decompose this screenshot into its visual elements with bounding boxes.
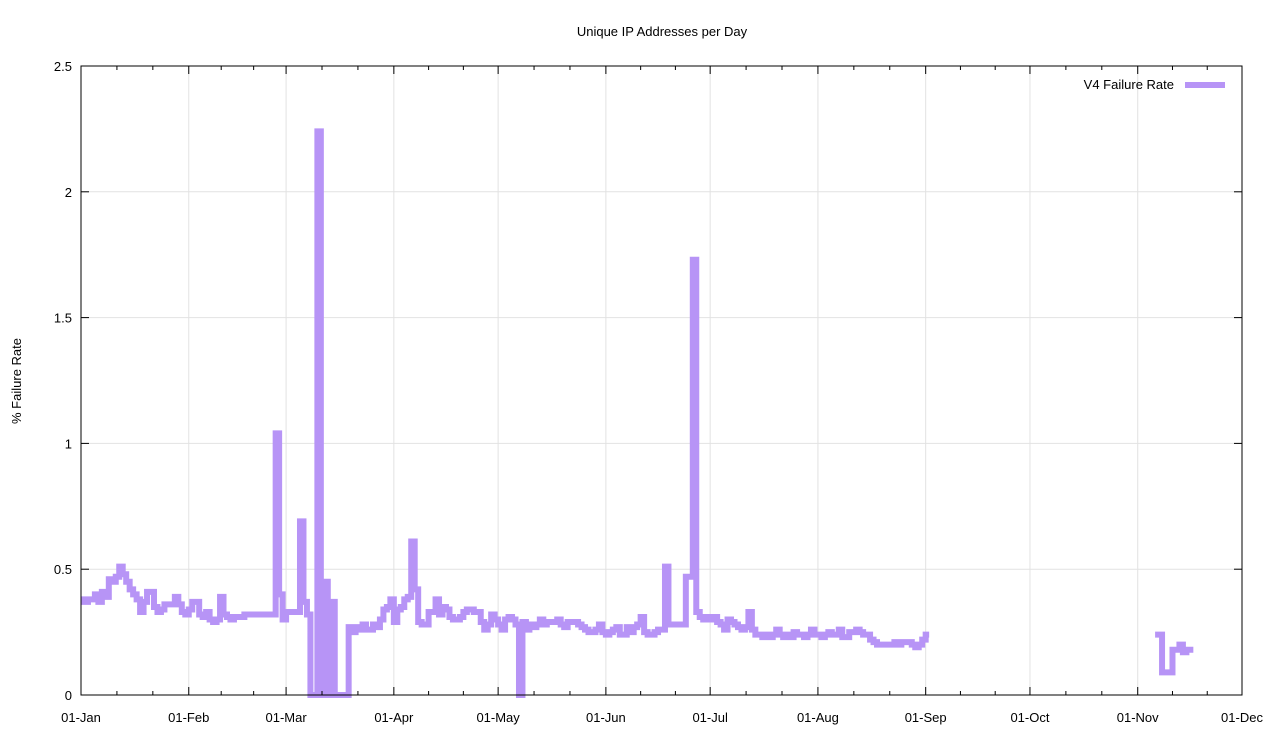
x-tick-label: 01-Jul — [692, 710, 728, 725]
x-tick-label: 01-Feb — [168, 710, 209, 725]
x-tick-label: 01-Oct — [1010, 710, 1049, 725]
y-tick-label: 0.5 — [54, 562, 72, 577]
axes: 0 0.5 1 1.5 2 2.5 01-Jan 01-Feb 01-Mar 01-Apr 01-M… — [54, 59, 1264, 725]
x-tick-label: 01-Aug — [797, 710, 839, 725]
x-tick-label: 01-May — [476, 710, 520, 725]
y-tick-label: 2 — [65, 185, 72, 200]
series-group — [81, 128, 1194, 698]
y-axis-label: % Failure Rate — [9, 338, 24, 424]
legend: V4 Failure Rate — [1084, 77, 1225, 92]
grid — [81, 66, 1242, 695]
y-tick-label: 0 — [65, 688, 72, 703]
plot-border — [80, 65, 1243, 696]
x-tick-label: 01-Mar — [265, 710, 307, 725]
y-tick-label: 2.5 — [54, 59, 72, 74]
series-line-segment — [81, 128, 930, 698]
chart-title: Unique IP Addresses per Day — [577, 24, 748, 39]
x-tick-label: 01-Dec — [1221, 710, 1263, 725]
y-tick-label: 1.5 — [54, 311, 72, 326]
x-tick-label: 01-Sep — [905, 710, 947, 725]
x-tick-label: 01-Jan — [61, 710, 101, 725]
x-tick-label: 01-Apr — [374, 710, 414, 725]
x-tick-label: 01-Jun — [586, 710, 626, 725]
series-line-segment — [1155, 631, 1194, 676]
legend-label: V4 Failure Rate — [1084, 77, 1174, 92]
x-tick-label: 01-Nov — [1117, 710, 1159, 725]
y-tick-label: 1 — [65, 436, 72, 451]
